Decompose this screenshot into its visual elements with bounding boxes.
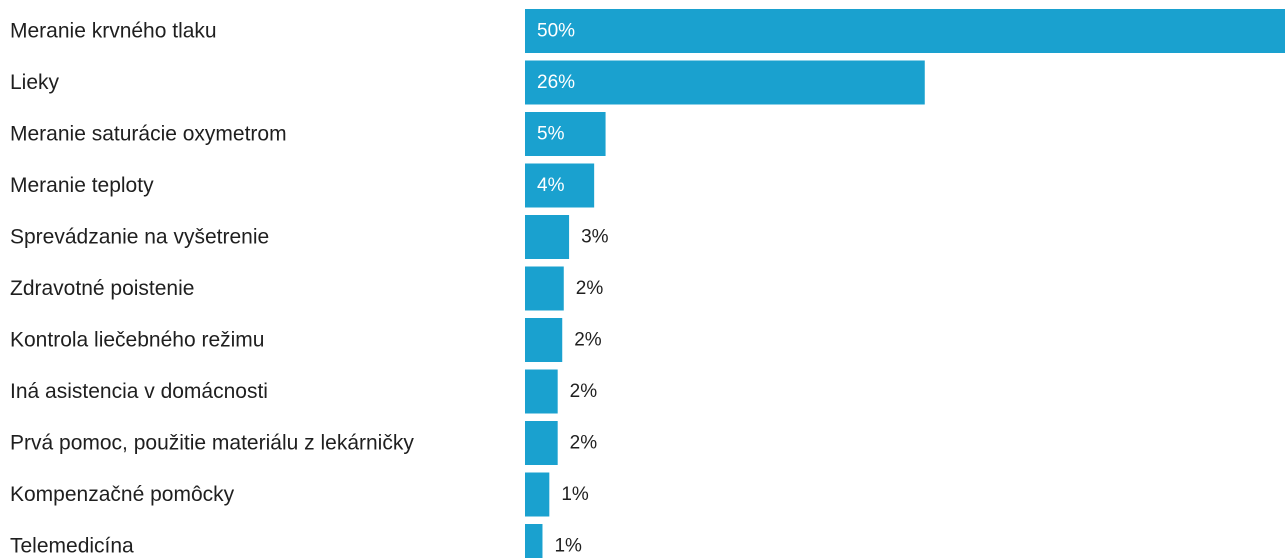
bar	[525, 163, 595, 208]
value-label: 2%	[574, 330, 602, 351]
category-label: Prvá pomoc, použitie materiálu z lekárni…	[10, 432, 414, 455]
value-label: 2%	[576, 278, 604, 299]
category-label: Lieky	[10, 71, 60, 94]
value-label: 1%	[554, 536, 582, 557]
category-label: Kompenzačné pomôcky	[10, 483, 235, 506]
value-label: 26%	[537, 72, 575, 93]
value-label: 1%	[561, 484, 589, 505]
category-label: Meranie teploty	[10, 174, 154, 197]
value-label: 4%	[537, 175, 565, 196]
bar	[525, 318, 563, 362]
category-label: Meranie krvného tlaku	[10, 20, 217, 43]
category-label: Sprevádzanie na vyšetrenie	[10, 226, 269, 249]
value-label: 50%	[537, 21, 575, 42]
bar	[525, 369, 558, 414]
value-label: 5%	[537, 124, 565, 145]
bar	[525, 9, 1285, 53]
bar	[525, 266, 564, 311]
value-label: 2%	[570, 381, 598, 402]
category-label: Zdravotné poistenie	[10, 277, 194, 300]
category-label: Telemedicína	[10, 535, 134, 558]
bar	[525, 472, 550, 517]
category-label: Meranie saturácie oxymetrom	[10, 123, 287, 146]
category-label: Kontrola liečebného režimu	[10, 329, 264, 352]
bar	[525, 112, 606, 156]
bar	[525, 421, 558, 465]
bar	[525, 215, 570, 259]
bar	[525, 524, 543, 558]
bar	[525, 60, 925, 105]
category-label: Iná asistencia v domácnosti	[10, 380, 268, 403]
value-label: 3%	[581, 227, 609, 248]
value-label: 2%	[570, 433, 598, 454]
